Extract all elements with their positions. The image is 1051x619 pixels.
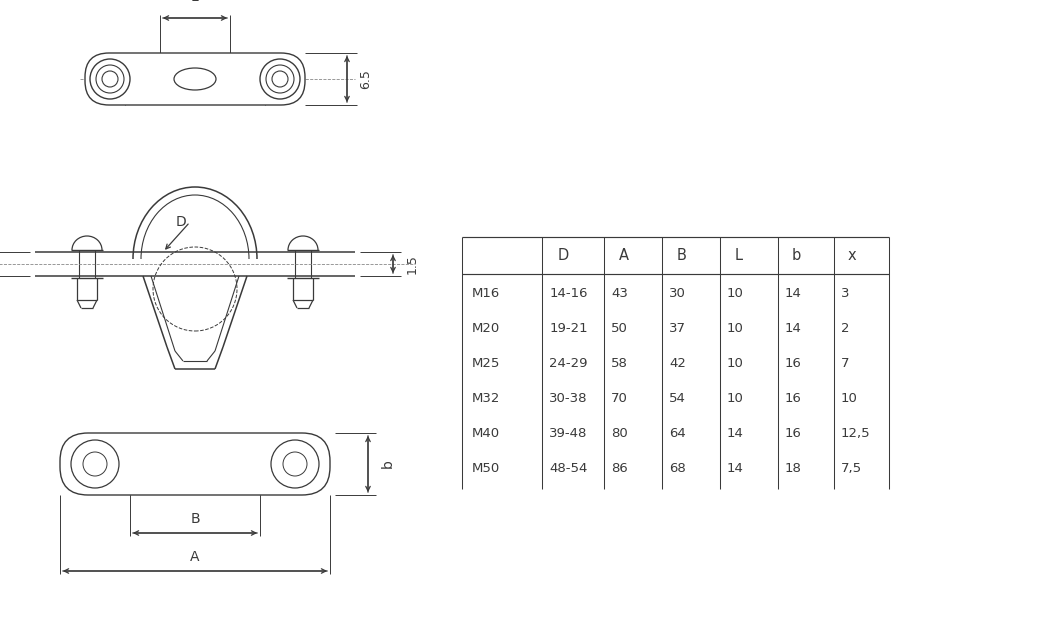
Ellipse shape: [174, 68, 217, 90]
Text: 12,5: 12,5: [841, 426, 870, 439]
Text: 10: 10: [727, 357, 744, 370]
Text: M25: M25: [472, 357, 500, 370]
Text: B: B: [190, 512, 200, 526]
Text: 2: 2: [841, 322, 849, 335]
Text: 18: 18: [785, 462, 802, 475]
Text: 68: 68: [668, 462, 685, 475]
Text: 16: 16: [785, 392, 802, 405]
Text: 7: 7: [841, 357, 849, 370]
Text: D: D: [557, 248, 569, 263]
Text: 86: 86: [611, 462, 627, 475]
Text: 14: 14: [727, 462, 744, 475]
Text: M16: M16: [472, 287, 500, 300]
Text: L: L: [735, 248, 742, 263]
Text: B: B: [677, 248, 686, 263]
Text: 14: 14: [727, 426, 744, 439]
Text: 14: 14: [785, 287, 802, 300]
Text: 14: 14: [785, 322, 802, 335]
Text: A: A: [618, 248, 628, 263]
Text: 24-29: 24-29: [550, 357, 588, 370]
Text: M32: M32: [472, 392, 500, 405]
Text: 10: 10: [727, 392, 744, 405]
Text: M20: M20: [472, 322, 500, 335]
Text: x: x: [848, 248, 857, 263]
Text: 19-21: 19-21: [550, 322, 589, 335]
Text: 80: 80: [611, 426, 627, 439]
Text: 10: 10: [841, 392, 858, 405]
Text: b: b: [792, 248, 801, 263]
Text: D: D: [176, 215, 186, 229]
Text: 16: 16: [785, 357, 802, 370]
Text: 30-38: 30-38: [550, 392, 588, 405]
Text: 14-16: 14-16: [550, 287, 588, 300]
Text: 48-54: 48-54: [550, 462, 588, 475]
Text: 64: 64: [668, 426, 685, 439]
Text: M50: M50: [472, 462, 500, 475]
Text: 10: 10: [727, 322, 744, 335]
Text: 16: 16: [785, 426, 802, 439]
Text: 43: 43: [611, 287, 627, 300]
Text: M40: M40: [472, 426, 499, 439]
Text: 39-48: 39-48: [550, 426, 588, 439]
Text: 3: 3: [841, 287, 849, 300]
Text: 10: 10: [727, 287, 744, 300]
Text: 6.5: 6.5: [359, 69, 372, 89]
Text: 30: 30: [668, 287, 686, 300]
FancyBboxPatch shape: [85, 53, 305, 105]
Text: 50: 50: [611, 322, 627, 335]
Text: 42: 42: [668, 357, 686, 370]
Text: 7,5: 7,5: [841, 462, 862, 475]
Text: 70: 70: [611, 392, 627, 405]
Text: 58: 58: [611, 357, 627, 370]
Text: L: L: [191, 0, 199, 4]
Text: 54: 54: [668, 392, 686, 405]
Text: 1.5: 1.5: [406, 254, 419, 274]
Text: 37: 37: [668, 322, 686, 335]
Text: b: b: [382, 459, 395, 469]
Text: A: A: [190, 550, 200, 564]
FancyBboxPatch shape: [60, 433, 330, 495]
